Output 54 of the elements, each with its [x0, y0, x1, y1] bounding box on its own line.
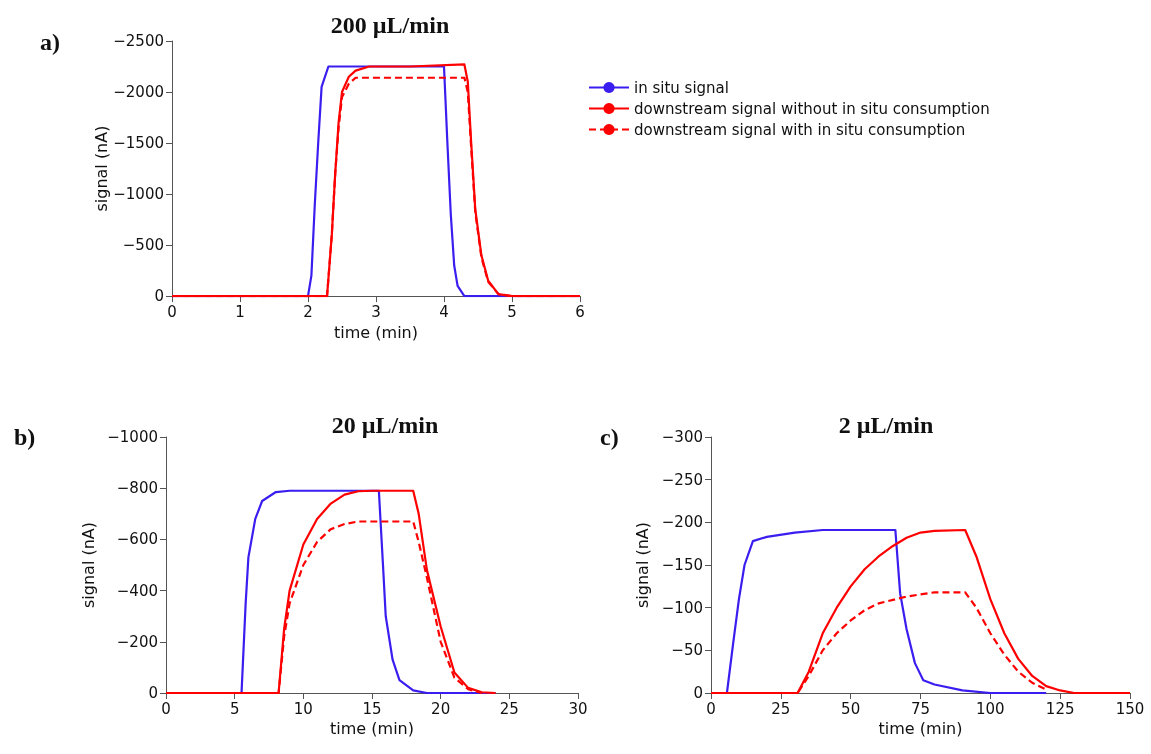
y-axis-title: signal (nA) — [633, 522, 653, 608]
chart-title: 20 µL/min — [331, 412, 439, 438]
y-axis-title: signal (nA) — [78, 522, 98, 608]
y-tick-label: −150 — [661, 556, 703, 574]
x-tick-label: 25 — [499, 699, 519, 718]
y-tick-label: −50 — [671, 641, 703, 660]
x-axis-title: time (min) — [330, 719, 414, 739]
text: b) — [14, 424, 36, 450]
y-tick-label: −400 — [116, 581, 158, 600]
chart-title: 2 µL/min — [838, 412, 934, 438]
x-tick-label: 10 — [293, 699, 313, 718]
y-tick-label: 0 — [154, 287, 164, 306]
x-tick-label: 2 — [303, 302, 313, 321]
y-tick-label: −100 — [661, 598, 703, 617]
y-tick-label: −250 — [661, 470, 703, 489]
y-tick-label: −800 — [116, 479, 158, 498]
x-tick-label: 30 — [568, 699, 588, 718]
x-tick-label: 0 — [706, 699, 716, 718]
y-tick-label: −200 — [116, 632, 158, 651]
x-tick-label: 75 — [910, 699, 931, 718]
y-tick-label: −1000 — [107, 428, 158, 446]
y-tick-label: −500 — [122, 236, 164, 255]
x-tick-label: 1 — [235, 302, 245, 321]
x-tick-label: 125 — [1045, 699, 1075, 718]
x-tick-label: 50 — [841, 699, 861, 718]
x-tick-label: 5 — [229, 699, 240, 718]
legend-label: downstream signal with in situ consumption — [634, 120, 966, 139]
y-tick-label: −2500 — [113, 32, 164, 50]
x-tick-label: 20 — [431, 699, 451, 718]
legend-label: in situ signal — [634, 78, 729, 97]
y-tick-label: −1000 — [113, 185, 164, 204]
x-tick-label: 0 — [167, 302, 177, 321]
x-tick-label: 100 — [976, 699, 1005, 718]
x-axis-title: time (min) — [878, 719, 963, 739]
y-tick-label: 0 — [148, 684, 158, 702]
text: a) — [40, 29, 60, 55]
x-axis-title: time (min) — [334, 322, 418, 342]
y-tick-label: −1500 — [113, 134, 164, 153]
x-tick-label: 4 — [439, 302, 449, 321]
text: c) — [600, 424, 619, 450]
x-tick-label: 15 — [362, 699, 382, 718]
y-tick-label: −600 — [116, 530, 158, 549]
legend-label: downstream signal without in situ consumption — [634, 99, 990, 118]
x-tick-label: 5 — [507, 302, 517, 321]
chart-title: 200 µL/min — [330, 12, 450, 38]
y-axis-title: signal (nA) — [91, 125, 111, 212]
x-tick-label: 150 — [1115, 699, 1145, 718]
x-tick-label: 25 — [771, 699, 791, 718]
x-tick-label: 6 — [575, 302, 585, 321]
y-tick-label: 0 — [693, 684, 703, 702]
y-tick-label: −300 — [661, 428, 703, 446]
y-tick-label: −200 — [661, 513, 703, 532]
y-tick-label: −2000 — [113, 83, 164, 102]
x-tick-label: 3 — [371, 302, 381, 321]
